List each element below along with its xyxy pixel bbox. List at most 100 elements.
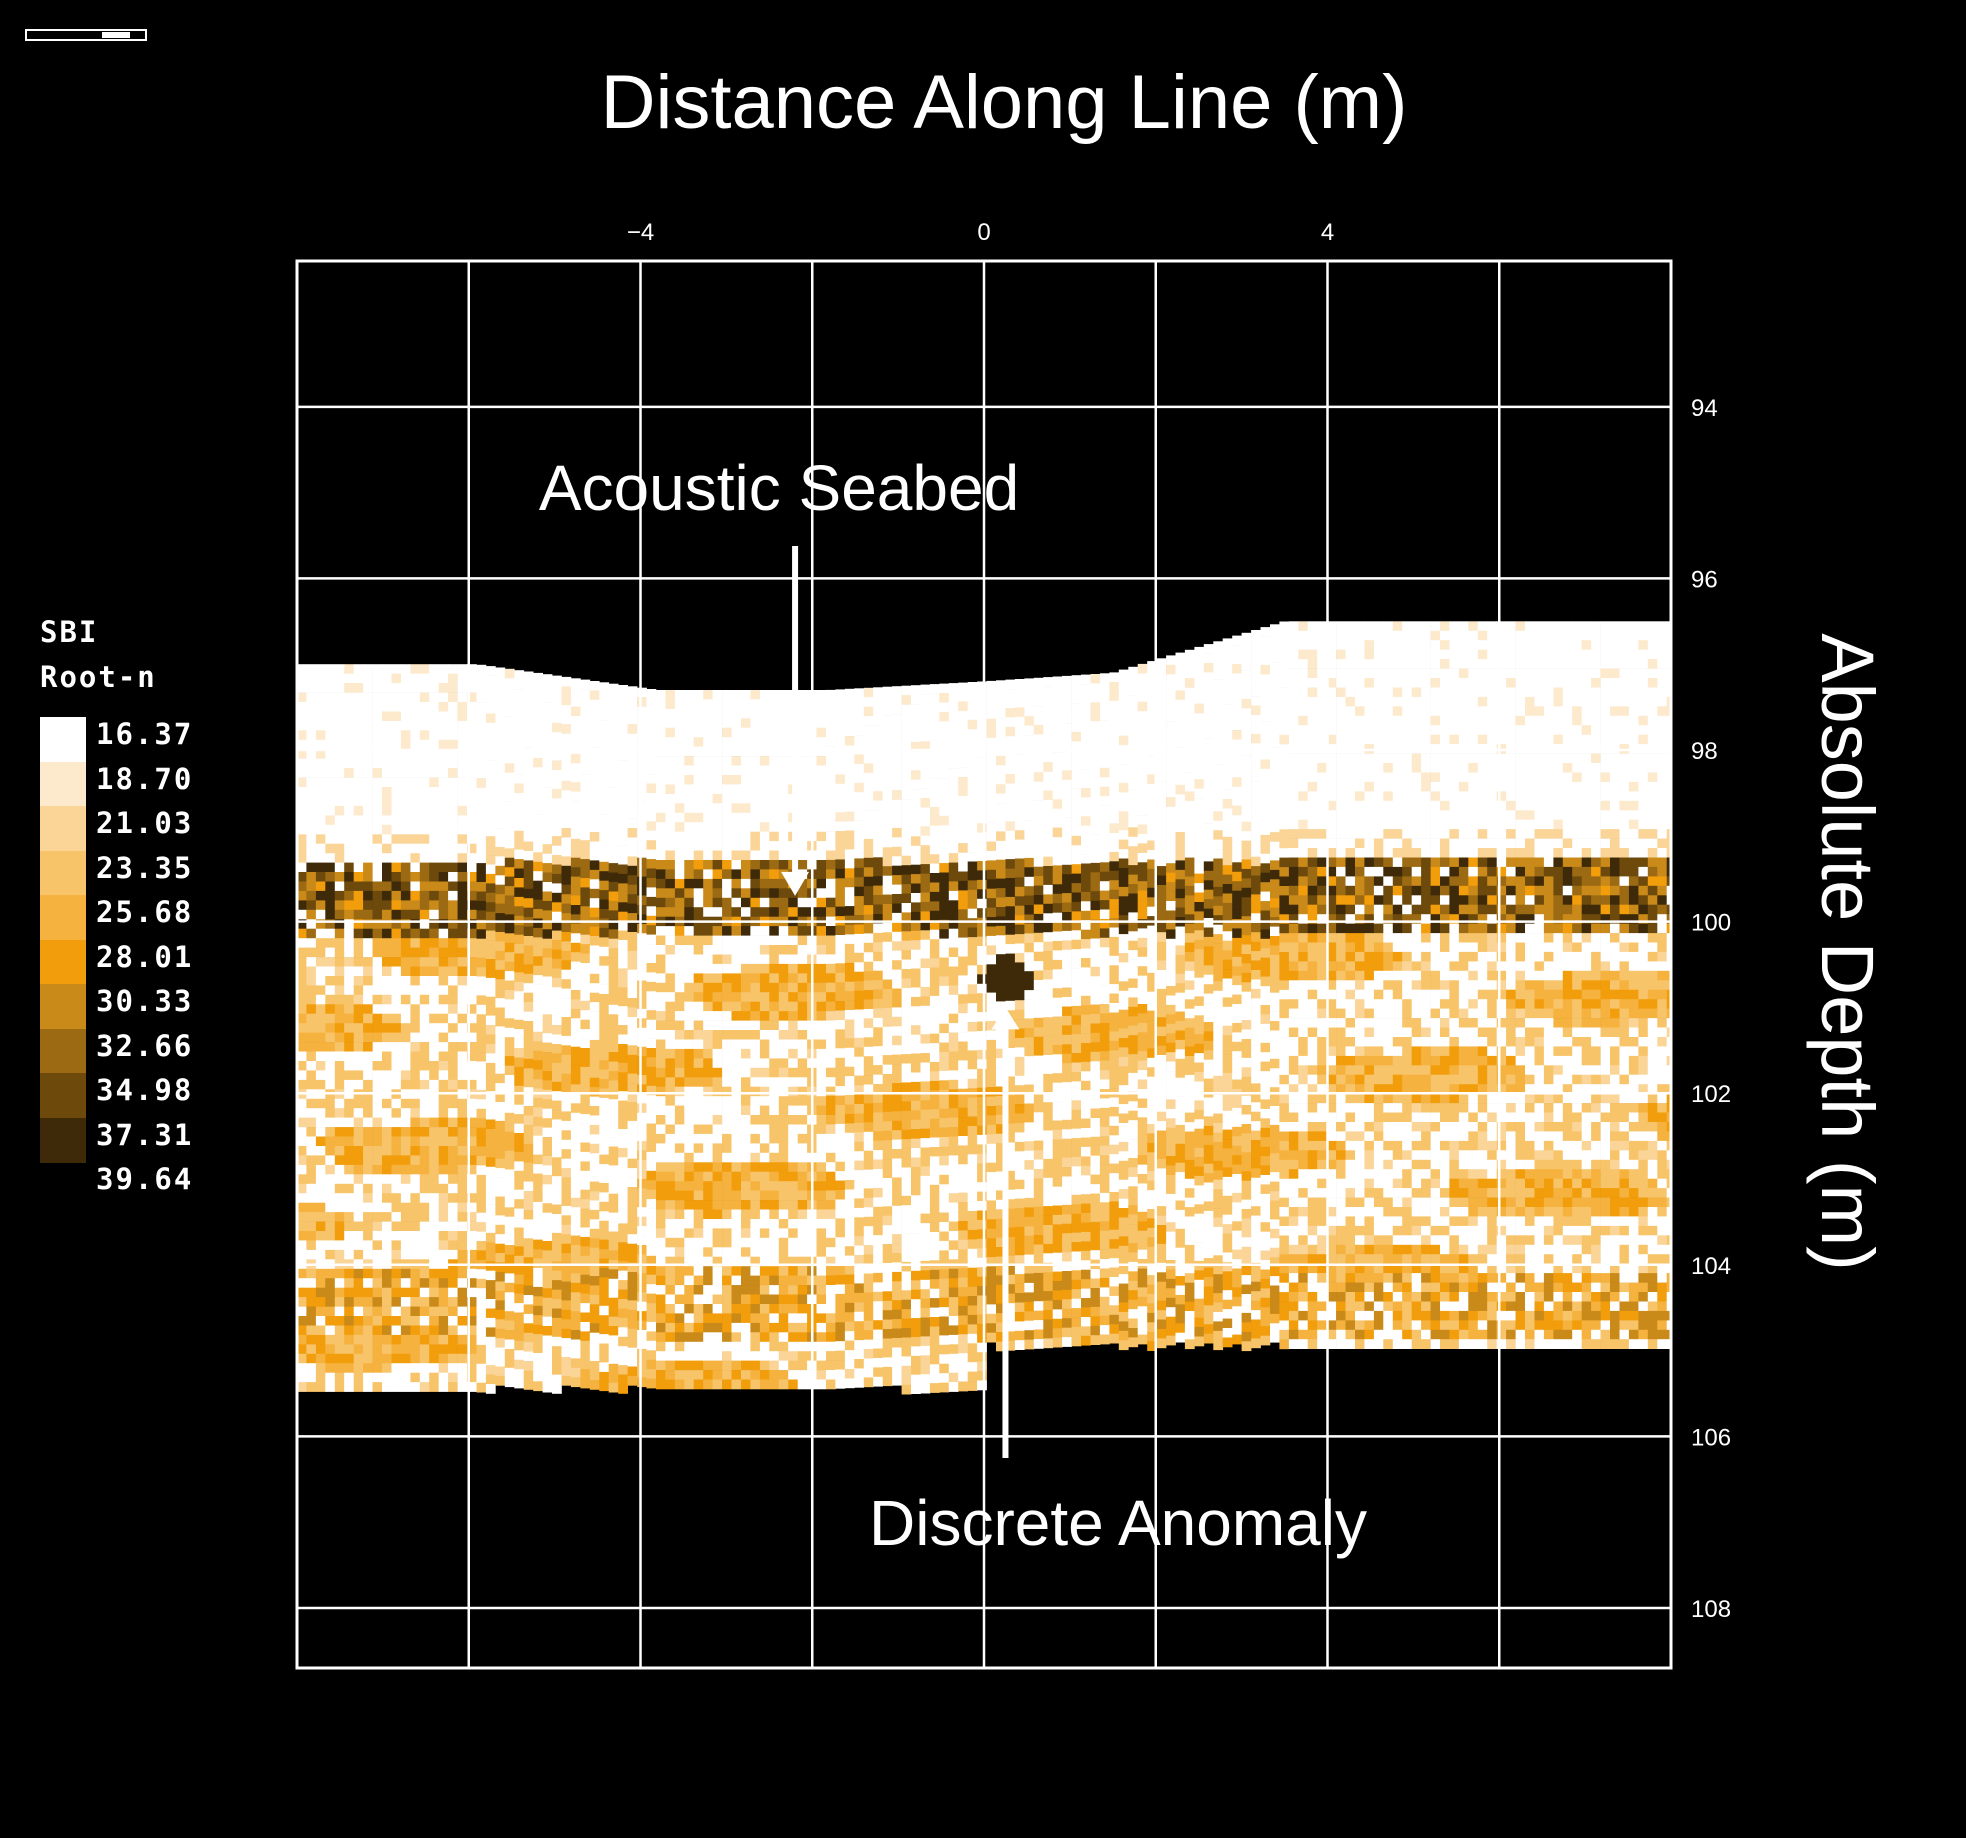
heatmap-cell — [599, 1135, 610, 1146]
heatmap-cell — [844, 906, 855, 916]
heatmap-cell — [457, 1013, 468, 1024]
heatmap-cell — [476, 1231, 487, 1242]
heatmap-cell — [344, 862, 354, 873]
heatmap-cell — [315, 919, 326, 930]
heatmap-cell — [835, 1284, 846, 1295]
heatmap-cell — [693, 869, 704, 880]
heatmap-cell — [410, 1127, 421, 1137]
heatmap-cell — [382, 872, 392, 882]
heatmap-cell — [542, 1061, 553, 1072]
heatmap-cell — [580, 774, 591, 784]
heatmap-cell — [750, 1256, 761, 1267]
heatmap-cell — [769, 869, 780, 880]
heatmap-cell — [429, 957, 439, 967]
heatmap-cell — [552, 807, 562, 818]
heatmap-cell — [826, 926, 836, 936]
heatmap-cell — [788, 963, 798, 974]
heatmap-cell — [457, 1316, 468, 1326]
heatmap-cell — [457, 1334, 468, 1345]
heatmap-cell — [920, 694, 931, 704]
heatmap-cell — [731, 954, 742, 965]
heatmap-cell — [826, 897, 836, 908]
heatmap-cell — [665, 935, 676, 946]
heatmap-cell — [523, 888, 534, 899]
heatmap-cell — [297, 711, 307, 722]
heatmap-cell — [523, 1068, 534, 1079]
heatmap-cell — [523, 1153, 534, 1164]
heatmap-cell — [561, 1083, 572, 1093]
heatmap-cell — [882, 1149, 893, 1160]
heatmap-cell — [457, 938, 468, 948]
heatmap-cell — [618, 1006, 628, 1016]
heatmap-cell — [892, 1064, 902, 1074]
heatmap-cell — [382, 1287, 392, 1298]
heatmap-cell — [315, 909, 326, 920]
heatmap-cell — [485, 883, 496, 894]
heatmap-cell — [627, 1253, 638, 1263]
heatmap-cell — [485, 996, 496, 1007]
heatmap-cell — [599, 833, 610, 844]
heatmap-cell — [608, 749, 619, 760]
heatmap-cell — [353, 664, 364, 674]
heatmap-cell — [731, 1360, 742, 1371]
heatmap-cell — [589, 1332, 600, 1343]
heatmap-cell — [495, 847, 506, 857]
heatmap-cell — [523, 1058, 534, 1069]
heatmap-cell — [429, 1278, 439, 1288]
heatmap-cell — [382, 1316, 392, 1326]
heatmap-cell — [438, 957, 449, 967]
heatmap-cell — [722, 1011, 732, 1021]
heatmap-cell — [844, 783, 855, 794]
heatmap-cell — [599, 918, 610, 929]
heatmap-cell — [297, 994, 307, 1005]
heatmap-cell — [712, 897, 723, 908]
heatmap-cell — [523, 1276, 534, 1286]
heatmap-cell — [674, 869, 685, 880]
heatmap-cell — [788, 954, 798, 965]
heatmap-cell — [646, 726, 657, 737]
heatmap-cell — [353, 1382, 364, 1392]
heatmap-cell — [741, 1190, 751, 1201]
heatmap-cell — [731, 1351, 742, 1361]
heatmap-cell — [797, 1379, 808, 1390]
heatmap-cell — [854, 1245, 865, 1256]
heatmap-cell — [382, 928, 392, 939]
heatmap-cell — [589, 747, 600, 757]
heatmap-cell — [873, 791, 883, 801]
heatmap-cell — [514, 849, 525, 860]
heatmap-cell — [637, 1018, 647, 1029]
heatmap-cell — [618, 1185, 628, 1196]
heatmap-cell — [344, 1382, 354, 1392]
heatmap-cell — [372, 692, 383, 703]
heatmap-cell — [391, 947, 402, 958]
heatmap-cell — [485, 1129, 496, 1139]
heatmap-cell — [674, 1020, 685, 1031]
heatmap-cell — [495, 1234, 506, 1244]
heatmap-cell — [797, 727, 808, 738]
heatmap-cell — [353, 843, 364, 854]
heatmap-cell — [816, 860, 827, 870]
heatmap-cell — [353, 976, 364, 986]
heatmap-cell — [533, 1230, 543, 1240]
heatmap-cell — [476, 1004, 487, 1015]
heatmap-cell — [410, 862, 421, 873]
heatmap-cell — [552, 1242, 562, 1253]
heatmap-cell — [325, 711, 336, 722]
heatmap-cell — [759, 812, 770, 823]
heatmap-cell — [400, 1316, 411, 1326]
heatmap-cell — [637, 1103, 647, 1114]
heatmap-cell — [419, 1353, 430, 1364]
heatmap-cell — [599, 1012, 610, 1023]
heatmap-cell — [901, 1233, 912, 1244]
heatmap-cell — [637, 1367, 647, 1378]
heatmap-cell — [438, 749, 449, 759]
heatmap-cell — [570, 1169, 581, 1180]
heatmap-cell — [533, 786, 543, 796]
heatmap-cell — [637, 1112, 647, 1123]
heatmap-cell — [778, 718, 789, 729]
heatmap-cell — [608, 929, 619, 940]
heatmap-cell — [750, 699, 761, 710]
heatmap-cell — [911, 1270, 921, 1281]
heatmap-cell — [523, 1124, 534, 1135]
heatmap-cell — [467, 1325, 477, 1336]
